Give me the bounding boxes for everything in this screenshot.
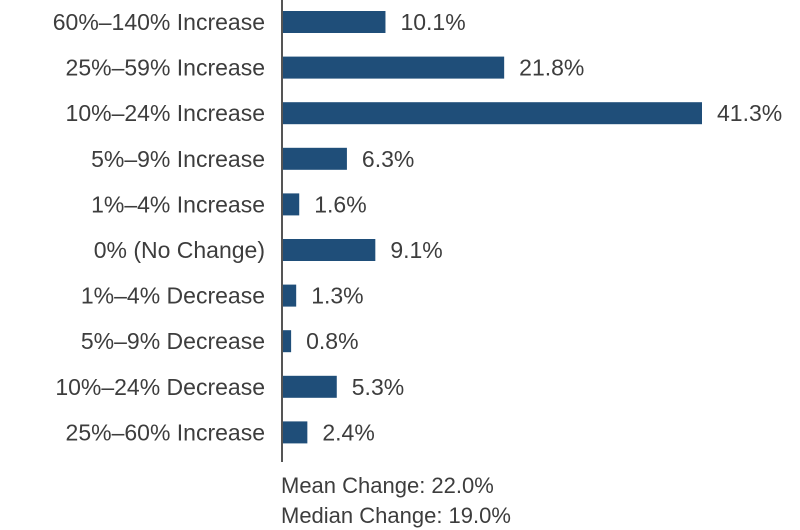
value-label: 6.3% bbox=[362, 146, 414, 172]
value-label: 1.3% bbox=[311, 283, 363, 309]
category-label: 1%–4% Decrease bbox=[81, 283, 265, 309]
bar bbox=[283, 11, 386, 33]
category-label: 1%–4% Increase bbox=[91, 191, 265, 217]
bar bbox=[283, 193, 300, 216]
value-label: 21.8% bbox=[519, 55, 584, 81]
median-change-text: Median Change: 19.0% bbox=[281, 503, 511, 528]
mean-change-text: Mean Change: 22.0% bbox=[281, 473, 494, 498]
category-label: 60%–140% Increase bbox=[53, 9, 265, 35]
value-label: 41.3% bbox=[717, 100, 782, 126]
bar bbox=[283, 56, 505, 79]
value-label: 0.8% bbox=[306, 328, 358, 354]
category-label: 5%–9% Increase bbox=[91, 146, 265, 172]
category-label: 10%–24% Decrease bbox=[55, 374, 265, 400]
category-label: 25%–60% Increase bbox=[66, 419, 265, 445]
category-label: 25%–59% Increase bbox=[66, 55, 265, 81]
bar bbox=[283, 375, 337, 398]
value-label: 2.4% bbox=[322, 419, 374, 445]
value-label: 9.1% bbox=[390, 237, 442, 263]
bar bbox=[283, 284, 297, 307]
category-label: 0% (No Change) bbox=[94, 237, 265, 263]
bar bbox=[283, 239, 376, 261]
bar bbox=[283, 421, 308, 444]
value-label: 5.3% bbox=[352, 374, 404, 400]
bars-group: 60%–140% Increase 10.1% 25%–59% Increase 21… bbox=[53, 9, 782, 445]
bar bbox=[283, 330, 292, 353]
category-label: 10%–24% Increase bbox=[66, 100, 265, 126]
value-label: 10.1% bbox=[400, 9, 465, 35]
bar bbox=[283, 102, 702, 125]
value-label: 1.6% bbox=[314, 191, 366, 217]
bar bbox=[283, 147, 347, 170]
category-label: 5%–9% Decrease bbox=[81, 328, 265, 354]
